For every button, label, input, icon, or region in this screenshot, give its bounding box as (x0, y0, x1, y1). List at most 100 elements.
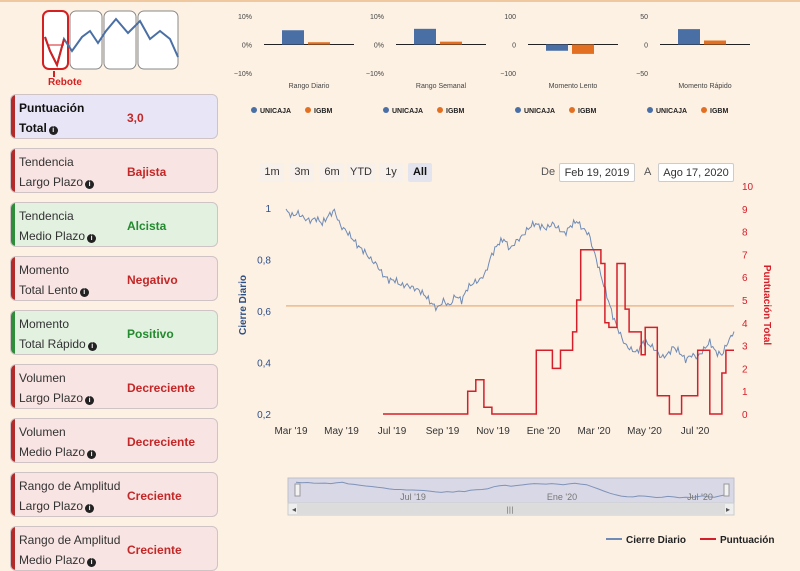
card-title-line2: Medio Plazo i (19, 445, 97, 459)
mini-bar-igbm[interactable] (704, 40, 726, 45)
range-button-all[interactable]: All (408, 163, 432, 182)
card-title-line2: Largo Plazo i (19, 499, 95, 513)
top-divider (0, 0, 800, 2)
card-accent-bar (11, 419, 15, 462)
navigator-series (295, 481, 727, 499)
card-title-line2-text: Total (19, 121, 47, 135)
mini-legend-label[interactable]: UNICAJA (524, 108, 555, 115)
navigator-label: Jul '20 (687, 492, 713, 502)
mini-legend-label[interactable]: UNICAJA (392, 108, 423, 115)
mini-legend-label[interactable]: IGBM (314, 108, 332, 115)
card-title-line1: Momento (19, 263, 70, 277)
mini-chart-svg: 50 0 −50 Momento Rápido UNICAJA IGBM (636, 14, 750, 115)
mini-ytick: −10% (234, 71, 252, 78)
card-title-line2-text: Largo Plazo (19, 391, 84, 405)
mini-bar-unicaja[interactable] (678, 29, 700, 45)
info-icon[interactable]: i (87, 234, 97, 243)
indicator-card-0[interactable]: Puntuación Total i 3,0 (10, 94, 218, 139)
card-value: Alcista (127, 219, 167, 233)
mini-bar-unicaja[interactable] (282, 30, 304, 45)
range-button-1m[interactable]: 1m (260, 163, 284, 182)
card-title-line2-text: Medio Plazo (19, 445, 86, 459)
indicator-card-3[interactable]: Momento Total Lento i Negativo (10, 256, 218, 301)
info-icon[interactable]: i (85, 180, 95, 189)
card-value: Bajista (127, 165, 167, 179)
info-icon[interactable]: i (48, 126, 58, 135)
card-value: Creciente (127, 489, 182, 503)
info-icon[interactable]: i (85, 504, 95, 513)
card-title-line2: Largo Plazo i (19, 391, 95, 405)
mini-chart-svg: 10% 0% −10% Rango Semanal UNICAJA IGBM (366, 14, 486, 115)
legend-score[interactable]: Puntuación (700, 535, 774, 546)
card-title-line1: Rango de Amplitud (19, 479, 121, 493)
mini-legend-dot (305, 107, 311, 113)
mini-legend-label[interactable]: IGBM (578, 108, 596, 115)
info-icon[interactable]: i (87, 450, 97, 459)
mini-ytick: 0% (374, 43, 384, 50)
info-icon[interactable]: i (85, 396, 95, 405)
navigator-right-handle[interactable] (723, 483, 730, 497)
mini-ytick: −10% (366, 71, 384, 78)
card-title-line1: Tendencia (19, 209, 74, 223)
card-accent-bar (11, 527, 15, 570)
mini-chart-2: 100 0 −100 Momento Lento UNICAJA IGBM (496, 8, 621, 128)
mini-ytick: 10% (238, 14, 252, 21)
range-button-ytd[interactable]: YTD (347, 163, 375, 182)
mini-legend-dot (569, 107, 575, 113)
legend-price[interactable]: Cierre Diario (606, 535, 686, 546)
mini-bar-igbm[interactable] (572, 44, 594, 54)
navigator-scrollbar-thumb[interactable] (297, 504, 725, 514)
mini-bar-igbm[interactable] (308, 42, 330, 45)
navigator-mask[interactable] (287, 477, 735, 504)
scroll-grip-icon: ||| (506, 506, 513, 514)
mini-chart-3: 50 0 −50 Momento Rápido UNICAJA IGBM (628, 8, 753, 128)
scroll-left-icon[interactable]: ◂ (292, 505, 296, 514)
mini-ytick: −50 (636, 71, 648, 78)
card-title-line2: Total Lento i (19, 283, 89, 297)
mini-legend-label[interactable]: UNICAJA (260, 108, 291, 115)
mini-legend-label[interactable]: IGBM (446, 108, 464, 115)
card-accent-bar (11, 95, 15, 138)
mini-ytick: 100 (504, 14, 516, 21)
range-button-3m[interactable]: 3m (290, 163, 314, 182)
indicator-card-6[interactable]: Volumen Medio Plazo i Decreciente (10, 418, 218, 463)
info-icon[interactable]: i (87, 342, 97, 351)
range-button-1y[interactable]: 1y (379, 163, 403, 182)
logo-caption: Rebote (48, 77, 82, 88)
mini-bar-unicaja[interactable] (546, 44, 568, 51)
card-accent-bar (11, 473, 15, 516)
indicator-card-4[interactable]: Momento Total Rápido i Positivo (10, 310, 218, 355)
range-button-6m[interactable]: 6m (320, 163, 344, 182)
card-title-line2-text: Total Lento (19, 283, 78, 297)
to-date-input[interactable]: Ago 17, 2020 (658, 163, 734, 182)
card-title-line2: Medio Plazo i (19, 553, 97, 567)
info-icon[interactable]: i (87, 558, 97, 567)
navigator-left-handle[interactable] (294, 483, 301, 497)
mini-chart-0: 10% 0% −10% Rango Diario UNICAJA IGBM (232, 8, 357, 128)
card-title-line2-text: Medio Plazo (19, 553, 86, 567)
mini-legend-label[interactable]: UNICAJA (656, 108, 687, 115)
navigator-label: Ene '20 (547, 492, 577, 502)
indicator-card-5[interactable]: Volumen Largo Plazo i Decreciente (10, 364, 218, 409)
indicator-card-1[interactable]: Tendencia Largo Plazo i Bajista (10, 148, 218, 193)
mini-legend-label[interactable]: IGBM (710, 108, 728, 115)
card-title-line1: Volumen (19, 371, 66, 385)
card-title-line1: Tendencia (19, 155, 74, 169)
mini-legend-dot (515, 107, 521, 113)
info-icon[interactable]: i (79, 288, 89, 297)
from-date-input[interactable]: Feb 19, 2019 (559, 163, 635, 182)
mini-legend-dot (437, 107, 443, 113)
mini-bar-unicaja[interactable] (414, 28, 436, 45)
indicator-card-2[interactable]: Tendencia Medio Plazo i Alcista (10, 202, 218, 247)
card-value: Decreciente (127, 435, 196, 449)
indicator-card-7[interactable]: Rango de Amplitud Largo Plazo i Creciente (10, 472, 218, 517)
card-title-line2-text: Largo Plazo (19, 175, 84, 189)
from-label: De (541, 166, 556, 178)
scroll-right-icon[interactable]: ▸ (726, 505, 730, 514)
card-accent-bar (11, 203, 15, 246)
mini-bar-igbm[interactable] (440, 41, 462, 45)
card-accent-bar (11, 257, 15, 300)
card-value: Creciente (127, 543, 182, 557)
mini-legend-dot (383, 107, 389, 113)
